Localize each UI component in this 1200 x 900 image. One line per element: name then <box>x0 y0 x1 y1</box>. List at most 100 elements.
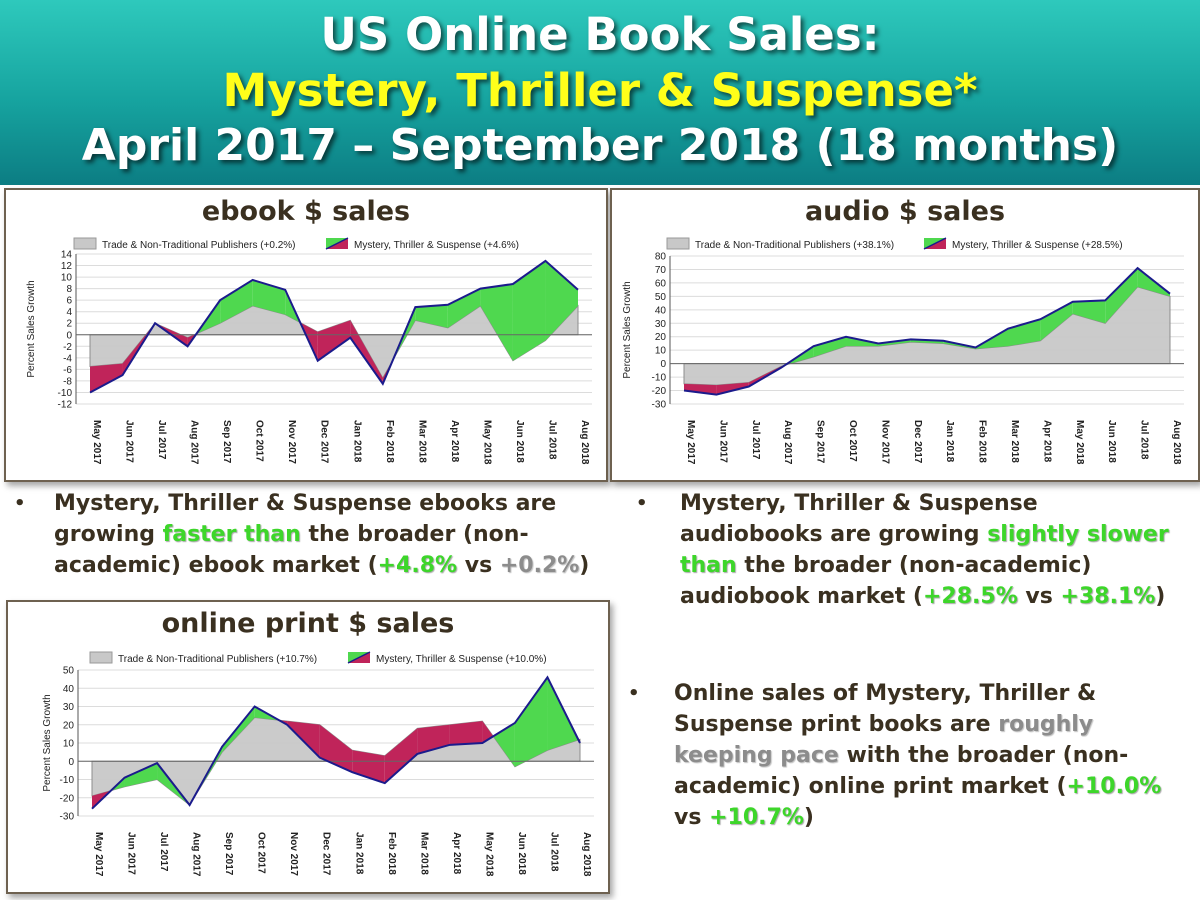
difference-band <box>1040 301 1073 341</box>
x-tick-label: Jan 2018 <box>353 832 364 875</box>
note-text: Online sales of Mystery, Thriller & <box>674 681 1097 706</box>
difference-band <box>514 677 548 767</box>
x-tick-label: Jun 2017 <box>124 420 135 463</box>
audio-note-bullet: • <box>636 493 648 514</box>
legend-label-mts: Mystery, Thriller & Suspense (+28.5%) <box>952 240 1123 251</box>
x-tick-label: Feb 2018 <box>384 420 395 463</box>
x-tick-label: Jul 2018 <box>546 420 557 460</box>
difference-band <box>110 777 125 791</box>
print-chart-svg: 50 40 30 20 10 0 -10 -20 -30 Percent Sales Growth… <box>42 651 594 877</box>
legend-label-mts: Mystery, Thriller & Suspense (+10.0%) <box>376 654 547 665</box>
x-tick-label: Jul 2017 <box>156 420 167 460</box>
mts-series-line <box>89 259 579 394</box>
y-tick-label: -20 <box>652 386 667 397</box>
legend-label-trade: Trade & Non-Traditional Publishers (+0.2… <box>102 240 296 251</box>
x-tick-label: Nov 2017 <box>879 420 890 464</box>
x-tick-label: Jul 2018 <box>548 832 559 872</box>
note-text: academic) online print market ( <box>674 774 1067 799</box>
print-chart-title: online print $ sales <box>161 608 455 639</box>
x-tick-label: May 2018 <box>483 832 494 877</box>
y-tick-label: 20 <box>63 720 75 731</box>
difference-band <box>1008 319 1041 347</box>
x-tick-label: Mar 2018 <box>1009 420 1020 463</box>
print-chart-panel: online print $ sales 50 40 30 20 10 0 -10 -20 -3… <box>6 600 610 894</box>
y-tick-label: -10 <box>60 775 75 786</box>
difference-band <box>384 728 418 784</box>
difference-band <box>124 763 158 787</box>
x-tick-label: Feb 2018 <box>977 420 988 463</box>
mts-series-line <box>91 675 581 810</box>
header-title-line3: April 2017 – September 2018 (18 months) <box>81 120 1119 171</box>
note-highlight: +10.7% <box>709 805 804 830</box>
note-highlight: +28.5% <box>923 584 1018 609</box>
y-tick-label: 60 <box>655 278 667 289</box>
note-text: vs <box>1017 584 1061 609</box>
note-highlight: keeping pace <box>674 743 839 768</box>
y-axis-label: Percent Sales Growth <box>622 281 633 378</box>
y-tick-label: 10 <box>61 273 73 284</box>
note-text: vs <box>674 805 710 830</box>
x-tick-label: May 2017 <box>91 420 102 465</box>
note-text: the broader (non-academic) <box>736 553 1092 578</box>
legend-label-trade: Trade & Non-Traditional Publishers (+10.… <box>118 654 317 665</box>
x-tick-label: Apr 2018 <box>449 420 460 463</box>
difference-band <box>547 677 579 751</box>
y-tick-label: -10 <box>58 388 73 399</box>
x-tick-label: Jan 2018 <box>944 420 955 463</box>
legend-swatch-mts-line <box>347 651 371 664</box>
y-tick-label: -10 <box>652 373 667 384</box>
note-text: ) <box>1155 584 1166 609</box>
audio-chart-title: audio $ sales <box>804 196 1006 227</box>
y-tick-label: 8 <box>66 284 72 295</box>
x-tick-label: May 2018 <box>1074 420 1085 465</box>
x-tick-label: Aug 2017 <box>189 420 200 465</box>
x-tick-label: Apr 2018 <box>451 832 462 875</box>
difference-band <box>415 304 448 328</box>
y-tick-label: 70 <box>655 265 667 276</box>
y-axis-label: Percent Sales Growth <box>42 694 53 791</box>
y-tick-label: 40 <box>655 305 667 316</box>
legend-swatch-mts-line <box>325 237 349 250</box>
ebook-chart-title: ebook $ sales <box>201 196 411 227</box>
note-text: audiobooks are growing <box>680 522 988 547</box>
y-tick-label: -30 <box>652 400 667 411</box>
difference-band <box>1105 268 1138 324</box>
audio-chart-panel: audio $ sales 80 70 60 50 40 30 20 10 0 -10 -20 -30… <box>610 188 1200 482</box>
note-text: vs <box>457 553 500 578</box>
x-tick-label: Aug 2018 <box>1171 420 1182 465</box>
difference-band <box>90 363 123 393</box>
y-tick-label: 10 <box>655 346 667 357</box>
note-text: ) <box>579 553 590 578</box>
x-tick-label: Feb 2018 <box>386 832 397 875</box>
difference-band <box>449 721 483 745</box>
y-tick-label: 0 <box>66 330 72 341</box>
note-text: Mystery, Thriller & Suspense <box>680 491 1038 516</box>
x-tick-label: Sep 2017 <box>815 420 826 464</box>
difference-band <box>352 750 385 784</box>
x-tick-label: Jul 2017 <box>750 420 761 460</box>
difference-band <box>684 383 717 395</box>
note-text: Mystery, Thriller & Suspense ebooks are <box>54 491 557 516</box>
legend-swatch-mts-line <box>923 237 947 250</box>
difference-band <box>512 260 546 361</box>
x-tick-label: Aug 2017 <box>191 832 202 877</box>
x-tick-label: Sep 2017 <box>223 832 234 876</box>
difference-band <box>1072 300 1106 324</box>
y-tick-label: 40 <box>63 684 75 695</box>
x-tick-label: Jun 2018 <box>516 832 527 875</box>
note-highlight: faster than <box>162 522 301 547</box>
print-note-bullet: • <box>628 683 640 704</box>
difference-band <box>813 336 846 357</box>
x-tick-label: Nov 2017 <box>286 420 297 464</box>
y-tick-label: -6 <box>63 365 72 376</box>
x-tick-label: Mar 2018 <box>418 832 429 875</box>
difference-band <box>252 279 286 315</box>
x-tick-label: Oct 2017 <box>256 832 267 874</box>
x-tick-label: Jun 2018 <box>514 420 525 463</box>
legend-label-mts: Mystery, Thriller & Suspense (+4.6%) <box>354 240 519 251</box>
y-tick-label: 2 <box>66 319 72 330</box>
difference-band <box>220 279 253 324</box>
note-highlight: roughly <box>998 712 1094 737</box>
ebook-note: • Mystery, Thriller & Suspense ebooks ar… <box>14 488 604 588</box>
mts-series-line <box>683 266 1171 396</box>
